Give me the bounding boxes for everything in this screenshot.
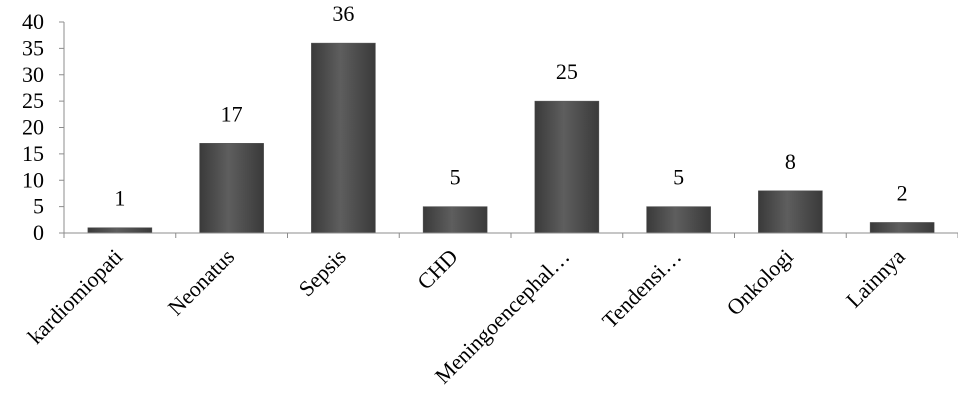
y-tick-label: 30 <box>22 62 44 87</box>
bar <box>646 206 711 234</box>
category-label: Sepsis <box>293 244 350 301</box>
data-labels: 1 17 36 5 25 5 8 2 <box>114 1 907 211</box>
bar <box>199 143 264 234</box>
bar <box>87 227 153 234</box>
bar <box>534 100 600 234</box>
bar <box>422 206 488 234</box>
bar <box>758 190 823 234</box>
y-tick-label: 35 <box>22 35 44 60</box>
y-tick-label: 40 <box>22 9 44 34</box>
data-label: 5 <box>450 165 461 190</box>
category-label: Lainnya <box>841 244 910 313</box>
data-label: 17 <box>221 101 243 126</box>
data-label: 8 <box>785 149 796 174</box>
data-label: 25 <box>556 59 578 84</box>
x-axis: kardiomiopati Neonatus Sepsis CHDMeningoenc… <box>22 232 958 389</box>
data-label: 5 <box>673 165 684 190</box>
data-label: 1 <box>114 186 125 211</box>
category-label: kardiomiopati <box>22 244 127 349</box>
y-tick-label: 25 <box>22 88 44 113</box>
y-tick-label: 15 <box>22 141 44 166</box>
y-tick-label: 20 <box>22 115 44 140</box>
y-tick-label: 10 <box>22 167 44 192</box>
bars <box>87 42 935 234</box>
category-label: Onkologi <box>721 244 797 320</box>
bar <box>311 42 376 234</box>
data-label: 2 <box>897 180 908 205</box>
bar <box>869 222 935 234</box>
y-tick-label: 0 <box>33 220 44 245</box>
y-tick-label: 5 <box>33 194 44 219</box>
category-label: CHD <box>412 244 463 295</box>
data-label: 36 <box>332 1 354 26</box>
category-label: Neonatus <box>163 244 239 320</box>
category-label: Tendensi… <box>597 244 686 333</box>
